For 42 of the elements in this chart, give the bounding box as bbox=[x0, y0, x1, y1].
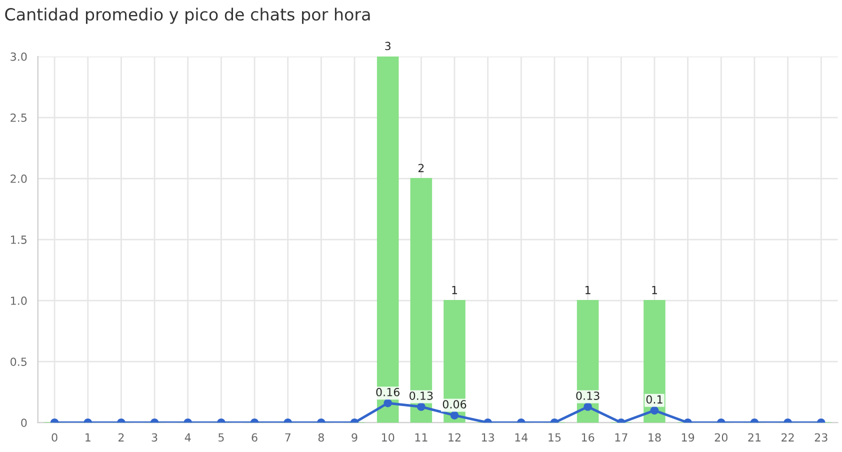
y-tick-label: 0.5 bbox=[10, 358, 27, 366]
data-label: 0.16 bbox=[376, 388, 400, 396]
data-label: 0.1 bbox=[646, 395, 662, 404]
data-label: 1 bbox=[586, 286, 590, 294]
y-tick-label: 2.5 bbox=[10, 113, 27, 122]
x-tick-label: 18 bbox=[648, 433, 661, 442]
data-label: 0.13 bbox=[576, 392, 600, 400]
y-tick-label: 1.5 bbox=[11, 236, 27, 244]
x-tick-label: 23 bbox=[814, 433, 828, 442]
data-label: 0.13 bbox=[410, 392, 433, 400]
x-tick-label: 0 bbox=[52, 433, 58, 442]
x-tick-label: 20 bbox=[714, 433, 728, 442]
x-tick-label: 11 bbox=[415, 433, 428, 442]
x-tick-label: 6 bbox=[252, 433, 258, 442]
x-tick-label: 9 bbox=[352, 433, 358, 442]
x-tick-label: 15 bbox=[548, 433, 561, 442]
x-tick-label: 17 bbox=[615, 433, 628, 442]
y-tick-label: 0 bbox=[21, 418, 27, 427]
x-tick-label: 8 bbox=[318, 433, 324, 442]
data-label: 3 bbox=[385, 42, 390, 50]
y-tick-label: 3.0 bbox=[10, 52, 27, 61]
x-tick-label: 21 bbox=[748, 433, 761, 442]
x-tick-label: 14 bbox=[515, 433, 528, 442]
y-tick-label: 1.0 bbox=[11, 296, 27, 305]
x-tick-label: 7 bbox=[285, 433, 290, 442]
x-tick-label: 2 bbox=[118, 433, 124, 442]
x-tick-label: 1 bbox=[86, 433, 90, 442]
y-tick-label: 2.0 bbox=[10, 174, 27, 183]
data-label: 2 bbox=[418, 164, 424, 172]
x-tick-label: 16 bbox=[582, 433, 594, 442]
x-tick-label: 4 bbox=[184, 433, 191, 442]
data-label: 1 bbox=[452, 286, 458, 294]
x-tick-label: 3 bbox=[152, 433, 158, 442]
data-label: 0.06 bbox=[442, 400, 466, 409]
x-tick-label: 19 bbox=[682, 433, 694, 442]
x-tick-label: 22 bbox=[782, 433, 794, 442]
x-tick-label: 13 bbox=[482, 433, 494, 442]
x-tick-label: 5 bbox=[218, 433, 224, 442]
x-tick-label: 10 bbox=[382, 433, 394, 442]
data-label: 1 bbox=[652, 286, 657, 294]
x-tick-label: 12 bbox=[448, 433, 460, 442]
chart-title: Cantidad promedio y pico de chats por hora bbox=[5, 8, 370, 24]
